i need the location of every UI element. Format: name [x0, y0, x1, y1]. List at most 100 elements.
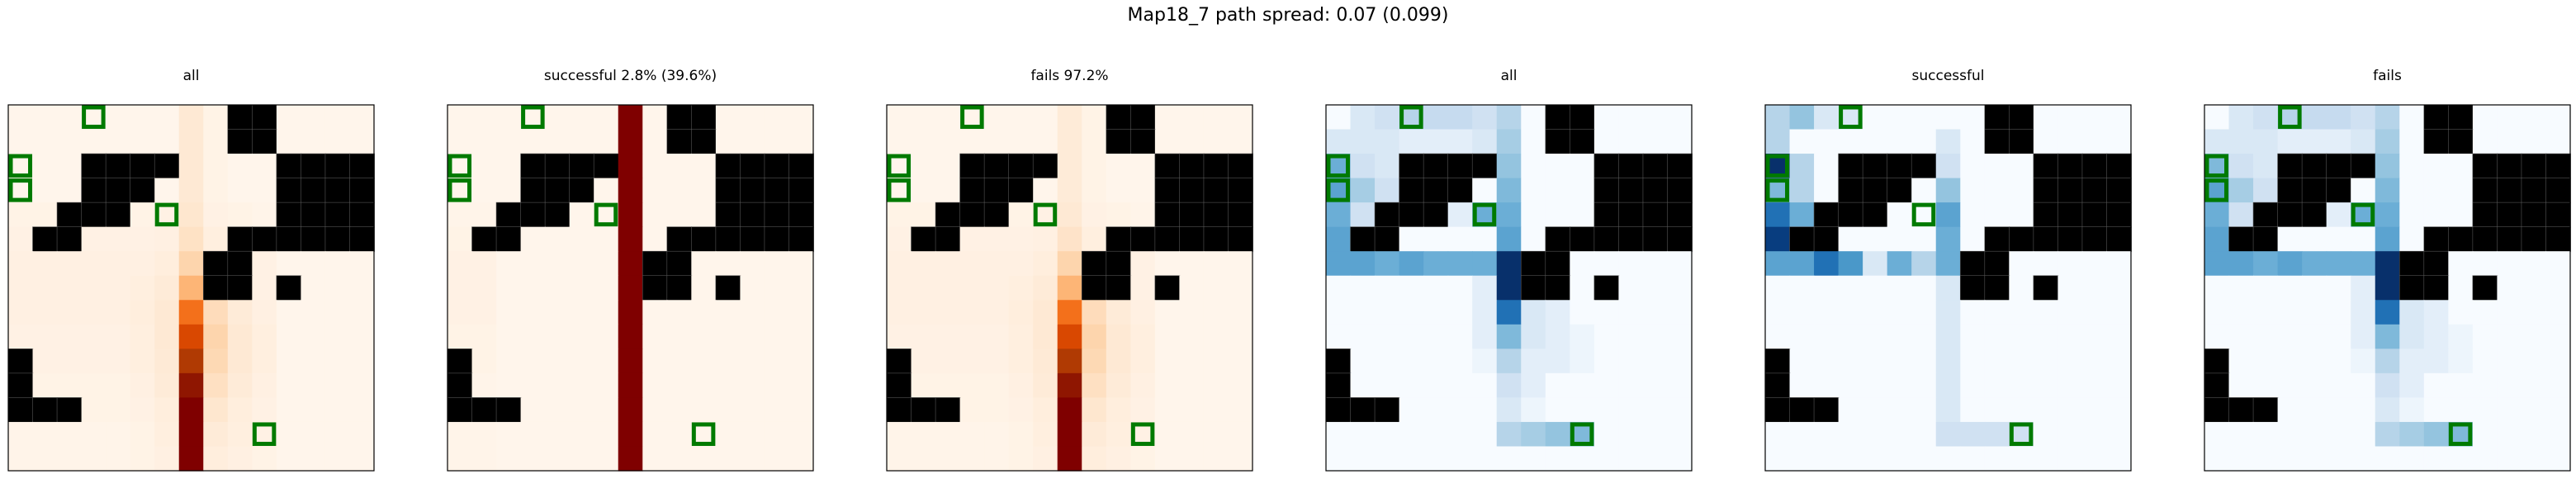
wall-cell	[1130, 129, 1156, 154]
heatmap-cell	[1350, 202, 1376, 228]
heatmap-cell	[1130, 324, 1156, 349]
heatmap-cell	[984, 446, 1010, 472]
heatmap-cell	[1765, 300, 1791, 325]
heatmap-cell	[1423, 372, 1449, 398]
heatmap-cell	[1008, 397, 1034, 423]
heatmap-cell	[130, 397, 155, 423]
goal-marker	[2204, 178, 2229, 202]
heatmap-cell	[2081, 349, 2108, 374]
heatmap-cell	[911, 251, 936, 277]
wall-cell	[2398, 275, 2425, 301]
heatmap-cell	[1154, 446, 1180, 472]
heatmap-cell	[130, 202, 155, 228]
heatmap-cell	[252, 324, 277, 349]
heatmap-cell	[1008, 105, 1034, 130]
wall-cell	[593, 153, 619, 179]
goal-marker	[8, 154, 33, 178]
wall-cell	[301, 178, 326, 204]
heatmap-cell	[911, 275, 936, 301]
heatmap-cell	[691, 446, 717, 472]
wall-cell	[2521, 202, 2547, 228]
wall-cell	[227, 226, 253, 253]
heatmap-cell	[788, 397, 814, 423]
heatmap-cell	[301, 105, 326, 130]
heatmap-cell	[569, 349, 594, 374]
heatmap-cell	[1814, 372, 1840, 398]
heatmap-cell	[2399, 300, 2425, 325]
heatmap-cell	[1765, 251, 1791, 277]
heatmap-cell	[764, 300, 790, 325]
heatmap-cell	[1057, 421, 1082, 448]
heatmap-cell	[1326, 421, 1352, 448]
heatmap-cell	[618, 129, 643, 154]
panel-frame	[447, 104, 814, 472]
heatmap-cell	[2228, 202, 2254, 228]
heatmap-cell	[1350, 275, 1376, 301]
heatmap-cell	[203, 421, 229, 448]
heatmap-cell	[1203, 372, 1229, 398]
heatmap-cell	[642, 154, 668, 179]
heatmap-cell	[1570, 202, 1595, 228]
heatmap-cell	[1789, 372, 1815, 398]
heatmap-cell	[2204, 105, 2230, 130]
wall-cell	[544, 153, 571, 179]
heatmap-cell	[1228, 397, 1253, 423]
heatmap-cell	[2277, 275, 2303, 301]
heatmap-cell	[2448, 324, 2474, 349]
heatmap-cell	[130, 421, 155, 448]
heatmap-cell	[178, 421, 204, 448]
goal-marker	[887, 154, 912, 178]
heatmap-cell	[2302, 397, 2327, 423]
heatmap-cell	[1399, 397, 1424, 423]
heatmap-cell	[1984, 154, 2010, 179]
wall-cell	[1154, 153, 1181, 179]
heatmap-cell	[1472, 324, 1498, 349]
heatmap-cell	[1350, 421, 1376, 448]
heatmap-cell	[2423, 421, 2449, 448]
heatmap-cell	[1106, 300, 1131, 325]
heatmap-cell	[1203, 251, 1229, 277]
heatmap-cell	[2326, 349, 2351, 374]
heatmap-cell	[447, 129, 473, 154]
heatmap-cell	[2302, 349, 2327, 374]
heatmap-cell	[2081, 446, 2108, 472]
heatmap-cell	[594, 300, 619, 325]
wall-cell	[2423, 226, 2450, 253]
wall-cell	[1667, 226, 1693, 253]
heatmap-cell	[1789, 324, 1815, 349]
heatmap-cell	[935, 129, 961, 154]
wall-cell	[1838, 178, 1864, 204]
heatmap-cell	[1814, 105, 1840, 130]
heatmap-cell	[1545, 349, 1570, 374]
heatmap-cell	[130, 372, 155, 398]
heatmap-cell	[2277, 300, 2303, 325]
heatmap-cell	[227, 154, 253, 179]
wall-cell	[2472, 202, 2498, 228]
heatmap-cell	[1667, 105, 1693, 130]
heatmap-cell	[2423, 202, 2449, 228]
heatmap-cell	[1399, 129, 1424, 154]
heatmap-cell	[2033, 324, 2058, 349]
wall-cell	[2326, 178, 2352, 204]
wall-cell	[2497, 202, 2522, 228]
heatmap-cell	[788, 372, 814, 398]
wall-cell	[1667, 202, 1693, 228]
heatmap-cell	[1887, 226, 1912, 252]
heatmap-cell	[1863, 372, 1888, 398]
goal-marker	[1472, 202, 1497, 227]
heatmap-cell	[301, 129, 326, 154]
heatmap-cell	[642, 202, 668, 228]
heatmap-cell	[2277, 251, 2303, 277]
wall-cell	[983, 178, 1010, 204]
heatmap-cell	[594, 397, 619, 423]
heatmap-cell	[1545, 300, 1570, 325]
heatmap-cell	[227, 349, 253, 374]
wall-cell	[1984, 275, 2010, 301]
heatmap-cell	[252, 349, 277, 374]
heatmap-cell	[1228, 446, 1253, 472]
heatmap-cell	[2497, 105, 2522, 130]
heatmap-cell	[1350, 372, 1376, 398]
heatmap-cell	[32, 275, 58, 301]
wall-cell	[105, 202, 131, 228]
heatmap-cell	[349, 421, 375, 448]
